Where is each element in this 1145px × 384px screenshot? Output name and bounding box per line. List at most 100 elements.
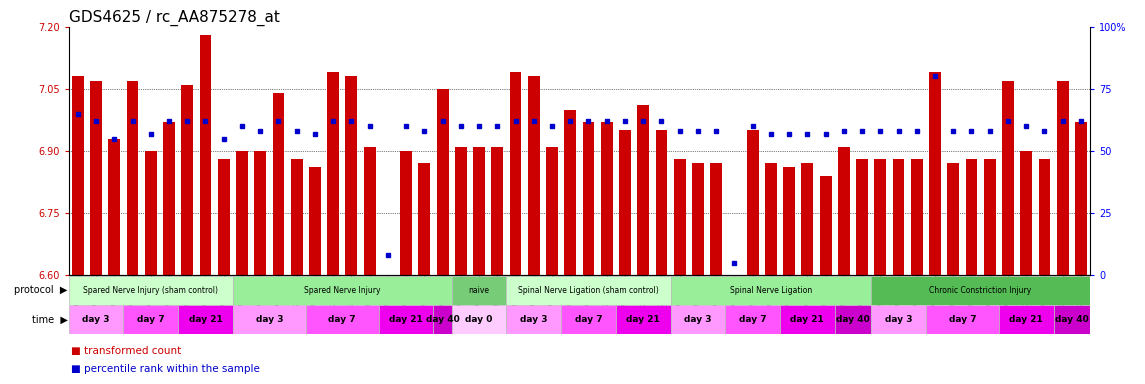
Text: day 7: day 7 (739, 315, 766, 324)
Bar (802, 163, 813, 275)
Text: GDS4625 / rc_AA875278_at: GDS4625 / rc_AA875278_at (69, 9, 279, 25)
Bar (306, 305, 379, 334)
Bar (564, 109, 576, 275)
Text: day 40: day 40 (1055, 315, 1089, 324)
Bar (984, 159, 996, 275)
Bar (671, 276, 871, 305)
Bar (835, 305, 871, 334)
Bar (127, 81, 139, 275)
Bar (163, 122, 175, 275)
Bar (69, 276, 232, 305)
Bar (1002, 81, 1013, 275)
Bar (379, 305, 434, 334)
Bar (673, 159, 686, 275)
Bar (838, 147, 850, 275)
Text: day 21: day 21 (1010, 315, 1043, 324)
Bar (911, 159, 923, 275)
Bar (124, 305, 179, 334)
Bar (1057, 81, 1068, 275)
Bar (236, 151, 247, 275)
Text: Chronic Constriction Injury: Chronic Constriction Injury (930, 286, 1032, 295)
Bar (364, 147, 376, 275)
Bar (820, 176, 831, 275)
Bar (871, 276, 1090, 305)
Bar (506, 305, 561, 334)
Text: day 21: day 21 (389, 315, 423, 324)
Text: Spared Nerve Injury (sham control): Spared Nerve Injury (sham control) (84, 286, 219, 295)
Bar (1020, 151, 1032, 275)
Text: ■ percentile rank within the sample: ■ percentile rank within the sample (71, 364, 260, 374)
Bar (451, 305, 506, 334)
Text: day 21: day 21 (189, 315, 222, 324)
Bar (616, 305, 671, 334)
Text: Spinal Nerve Ligation: Spinal Nerve Ligation (729, 286, 812, 295)
Text: day 40: day 40 (426, 315, 459, 324)
Bar (473, 147, 485, 275)
Bar (491, 147, 503, 275)
Bar (232, 305, 306, 334)
Bar (780, 305, 835, 334)
Bar (1039, 159, 1050, 275)
Text: Spinal Nerve Ligation (sham control): Spinal Nerve Ligation (sham control) (519, 286, 658, 295)
Bar (926, 305, 998, 334)
Text: day 7: day 7 (948, 315, 977, 324)
Bar (875, 159, 886, 275)
Text: day 7: day 7 (137, 315, 165, 324)
Bar (436, 89, 449, 275)
Bar (528, 76, 539, 275)
Bar (725, 305, 780, 334)
Text: day 21: day 21 (626, 315, 660, 324)
Bar (109, 139, 120, 275)
Bar (346, 76, 357, 275)
Bar (947, 163, 960, 275)
Bar (291, 159, 302, 275)
Bar (783, 167, 795, 275)
Bar (998, 305, 1053, 334)
Bar (619, 130, 631, 275)
Bar (232, 276, 451, 305)
Bar (692, 163, 704, 275)
Text: day 0: day 0 (465, 315, 492, 324)
Text: day 3: day 3 (520, 315, 547, 324)
Bar (401, 151, 412, 275)
Bar (418, 163, 431, 275)
Bar (965, 159, 978, 275)
Bar (455, 147, 467, 275)
Bar (856, 159, 868, 275)
Bar (510, 72, 521, 275)
Text: naive: naive (468, 286, 490, 295)
Text: protocol  ▶: protocol ▶ (14, 285, 68, 295)
Bar (561, 305, 616, 334)
Text: day 3: day 3 (885, 315, 913, 324)
Bar (601, 122, 613, 275)
Bar (90, 81, 102, 275)
Bar (218, 159, 230, 275)
Bar (434, 305, 451, 334)
Bar (72, 76, 84, 275)
Bar (451, 276, 506, 305)
Text: day 3: day 3 (82, 315, 110, 324)
Bar (747, 130, 758, 275)
Bar (671, 305, 725, 334)
Bar (145, 151, 157, 275)
Bar (765, 163, 776, 275)
Bar (583, 122, 594, 275)
Bar (1075, 122, 1087, 275)
Text: day 40: day 40 (836, 315, 870, 324)
Text: day 7: day 7 (329, 315, 356, 324)
Bar (179, 305, 232, 334)
Text: Spared Nerve Injury: Spared Nerve Injury (305, 286, 380, 295)
Bar (181, 85, 194, 275)
Bar (327, 72, 339, 275)
Bar (506, 276, 671, 305)
Text: day 3: day 3 (685, 315, 712, 324)
Text: day 21: day 21 (790, 315, 824, 324)
Text: day 7: day 7 (575, 315, 602, 324)
Bar (638, 106, 649, 275)
Text: day 3: day 3 (255, 315, 283, 324)
Bar (893, 159, 905, 275)
Bar (199, 35, 212, 275)
Bar (710, 163, 722, 275)
Bar (309, 167, 321, 275)
Bar (273, 93, 284, 275)
